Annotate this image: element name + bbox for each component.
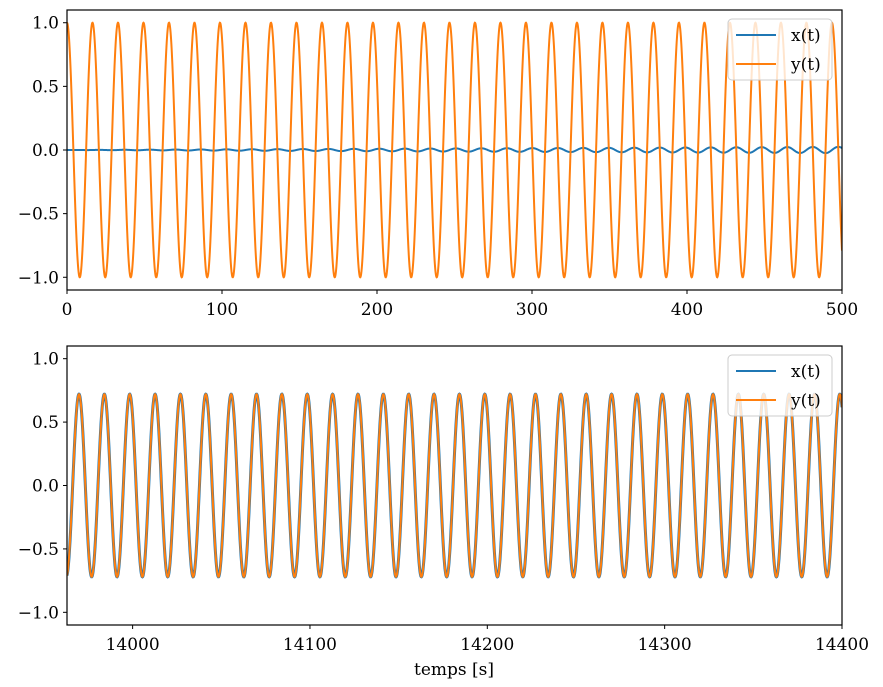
x-tick-label: 300	[516, 300, 548, 320]
x-tick-label: 0	[62, 300, 73, 320]
bottom-legend: x(t) y(t)	[727, 354, 833, 417]
y-tick-label: 0.0	[32, 141, 59, 161]
y-tick-label: −0.5	[18, 205, 59, 225]
x-tick-label: 14200	[460, 635, 514, 655]
y-tick-label: −0.5	[18, 540, 59, 560]
x-axis-label: temps [s]	[414, 660, 494, 680]
x-tick-label: 200	[361, 300, 393, 320]
bottom-x-ticks: 14000 14100 14200 14300 14400	[106, 625, 869, 655]
y-tick-label: 0.5	[32, 413, 59, 433]
x-tick-label: 100	[206, 300, 238, 320]
x-tick-label: 14400	[815, 635, 869, 655]
top-axes: 1.0 0.5 0.0 −0.5 −1.0 0 100 200 300 400 500 x(t) …	[18, 9, 858, 320]
top-series-x	[67, 145, 842, 155]
y-tick-label: 0.5	[32, 77, 59, 97]
x-tick-label: 14300	[638, 635, 692, 655]
y-tick-label: −1.0	[18, 603, 59, 623]
y-tick-label: −1.0	[18, 268, 59, 288]
top-legend: x(t) y(t)	[727, 18, 833, 81]
legend-label-y: y(t)	[790, 55, 821, 75]
bottom-series-y	[67, 392, 842, 579]
legend-label-x: x(t)	[791, 26, 821, 46]
x-tick-label: 14000	[106, 635, 160, 655]
x-tick-label: 400	[671, 300, 703, 320]
bottom-axes: 1.00.50.0−0.5−1.0 14000 14100 14200 14300 14…	[18, 345, 869, 680]
y-tick-label: 1.0	[32, 350, 59, 370]
x-tick-label: 14100	[283, 635, 337, 655]
legend-label-y: y(t)	[790, 391, 821, 411]
legend-label-x: x(t)	[791, 362, 821, 382]
x-tick-label: 500	[826, 300, 858, 320]
top-y-ticks: 1.0 0.5 0.0 −0.5 −1.0	[18, 14, 67, 288]
y-tick-label: 0.0	[32, 477, 59, 497]
y-tick-label: 1.0	[32, 14, 59, 34]
top-x-ticks: 0 100 200 300 400 500	[62, 290, 858, 320]
top-series-y	[67, 21, 842, 279]
bottom-y-ticks: 1.0 0.5 0.0 −0.5 −1.0	[18, 350, 67, 623]
